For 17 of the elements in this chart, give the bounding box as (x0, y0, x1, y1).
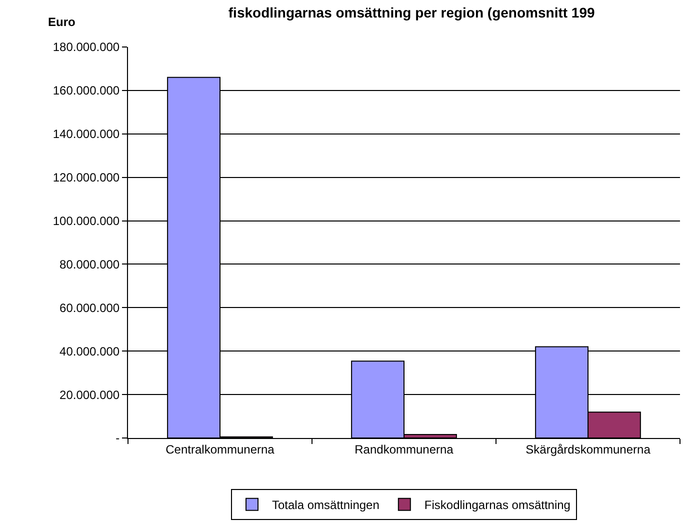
y-tick-label: 60.000.000 (60, 300, 120, 315)
y-tick-label: 160.000.000 (52, 84, 120, 98)
legend-label: Fiskodlingarnas omsättning (424, 498, 570, 512)
x-tick-label: Centralkommunerna (166, 442, 275, 456)
chart-title: fiskodlingarnas omsättning per region (genomsnitt 199 (228, 4, 596, 21)
x-tick-label: Skärgårdskommunerna (526, 442, 651, 456)
y-axis-title: Euro (48, 15, 76, 29)
x-tick-label: Randkommunerna (354, 442, 454, 456)
y-tick-label: 80.000.000 (60, 257, 120, 272)
y-tick-label: 180.000.000 (52, 40, 120, 54)
y-tick-label: 20.000.000 (60, 388, 120, 402)
y-tick-label: 40.000.000 (60, 344, 120, 358)
y-tick-label: 100.000.000 (52, 214, 120, 228)
y-tick-label: 140.000.000 (52, 127, 120, 142)
y-tick-label: - (116, 431, 120, 446)
y-tick-label: 120.000.000 (52, 170, 120, 185)
legend-label: Totala omsättningen (272, 498, 380, 512)
